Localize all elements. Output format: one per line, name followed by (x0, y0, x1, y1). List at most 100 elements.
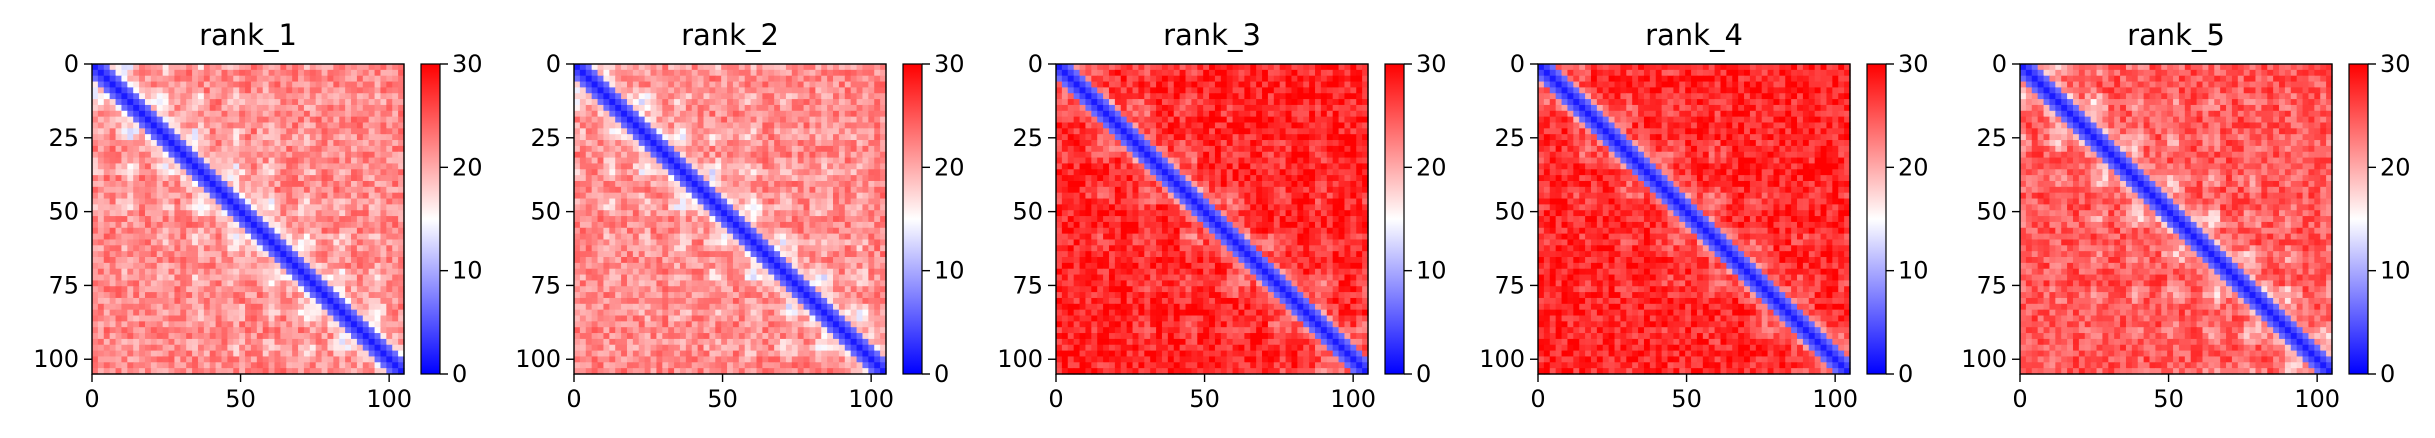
heatmap-cell (744, 110, 752, 118)
heatmap-cell (168, 192, 176, 200)
heatmap-cell (298, 110, 305, 118)
heatmap-cell (650, 128, 658, 135)
heatmap-cell (298, 128, 305, 135)
heatmap-cell (250, 175, 258, 182)
heatmap-cell (662, 75, 669, 83)
heatmap-cell (833, 239, 840, 246)
heatmap-cell (209, 315, 217, 322)
heatmap-cell (827, 286, 834, 293)
heatmap-cell (168, 210, 176, 217)
heatmap-cell (662, 274, 669, 282)
heatmap-cell (245, 163, 252, 170)
heatmap-cell (632, 198, 640, 205)
heatmap-cell (256, 280, 264, 287)
heatmap-cell (579, 245, 587, 252)
heatmap-cell (139, 104, 146, 112)
heatmap-cell (862, 239, 869, 246)
heatmap-cell (351, 128, 358, 135)
heatmap-cell (803, 145, 811, 153)
heatmap-cell (186, 297, 193, 305)
heatmap-cell (868, 245, 875, 252)
heatmap-cell (827, 128, 834, 135)
heatmap-cell (862, 221, 869, 229)
heatmap-cell (815, 122, 822, 129)
heatmap-cell (374, 327, 382, 334)
heatmap-cell (609, 122, 616, 129)
heatmap-cell (650, 186, 658, 194)
heatmap-cell (738, 233, 746, 241)
heatmap-cell (233, 151, 240, 159)
heatmap-cell (233, 216, 240, 223)
heatmap-cell (780, 75, 787, 83)
heatmap-cell (333, 210, 340, 217)
heatmap-cell (650, 274, 658, 282)
heatmap-cell (662, 93, 669, 100)
heatmap-cell (709, 75, 716, 83)
heatmap-cell (679, 140, 687, 147)
heatmap-cell (192, 356, 199, 363)
heatmap-cell (109, 87, 117, 94)
heatmap-cell (256, 327, 264, 334)
heatmap-cell (162, 134, 170, 141)
heatmap-cell (97, 69, 105, 77)
heatmap-cell (809, 122, 816, 129)
heatmap-cell (774, 169, 781, 176)
heatmap-cell (626, 110, 634, 118)
heatmap-cell (144, 292, 152, 299)
heatmap-cell (139, 180, 146, 188)
heatmap-cell (650, 198, 658, 205)
heatmap-cell (321, 262, 329, 270)
heatmap-cell (597, 204, 605, 211)
heatmap-cell (298, 268, 305, 276)
heatmap-cell (156, 368, 164, 375)
heatmap-cell (356, 110, 364, 118)
heatmap-cell (292, 75, 299, 83)
heatmap-cell (174, 315, 181, 322)
heatmap-cell (345, 292, 352, 299)
heatmap-cell (127, 210, 134, 217)
heatmap-cell (821, 233, 828, 241)
heatmap-cell (768, 175, 775, 182)
heatmap-cell (97, 198, 105, 205)
heatmap-cell (221, 315, 228, 322)
heatmap-cell (744, 104, 752, 112)
heatmap-cell (603, 192, 610, 200)
heatmap-cell (691, 157, 699, 165)
heatmap-cell (697, 186, 705, 194)
heatmap-cell (821, 145, 828, 153)
heatmap-cell (268, 64, 276, 71)
heatmap-cell (774, 99, 781, 106)
heatmap-cell (203, 93, 211, 100)
heatmap-cell (262, 257, 270, 264)
heatmap-cell (356, 350, 364, 358)
heatmap-cell (392, 338, 399, 346)
heatmap-cell (732, 204, 740, 211)
heatmap-cell (715, 239, 722, 246)
heatmap-cell (286, 257, 293, 264)
heatmap-cell (762, 239, 769, 246)
heatmap-cell (215, 87, 223, 94)
heatmap-cell (192, 333, 199, 340)
heatmap-cell (162, 233, 170, 241)
heatmap-cell (250, 239, 258, 246)
heatmap-cell (850, 110, 858, 118)
heatmap-cell (92, 315, 99, 322)
heatmap-cell (679, 286, 687, 293)
heatmap-cell (868, 75, 875, 83)
heatmap-cell (685, 286, 693, 293)
heatmap-cell (250, 93, 258, 100)
heatmap-cell (150, 344, 158, 352)
heatmap-cell (662, 145, 669, 153)
heatmap-cell (662, 297, 669, 305)
heatmap-cell (386, 69, 393, 77)
heatmap-cell (685, 245, 693, 252)
heatmap-cell (133, 157, 140, 165)
heatmap-cell (774, 274, 781, 282)
heatmap-cell (150, 227, 158, 235)
heatmap-cell (703, 186, 710, 194)
heatmap-cell (632, 280, 640, 287)
heatmap-cell (233, 327, 240, 334)
heatmap-cell (268, 356, 276, 363)
heatmap-cell (256, 64, 264, 71)
heatmap-cell (591, 216, 599, 223)
